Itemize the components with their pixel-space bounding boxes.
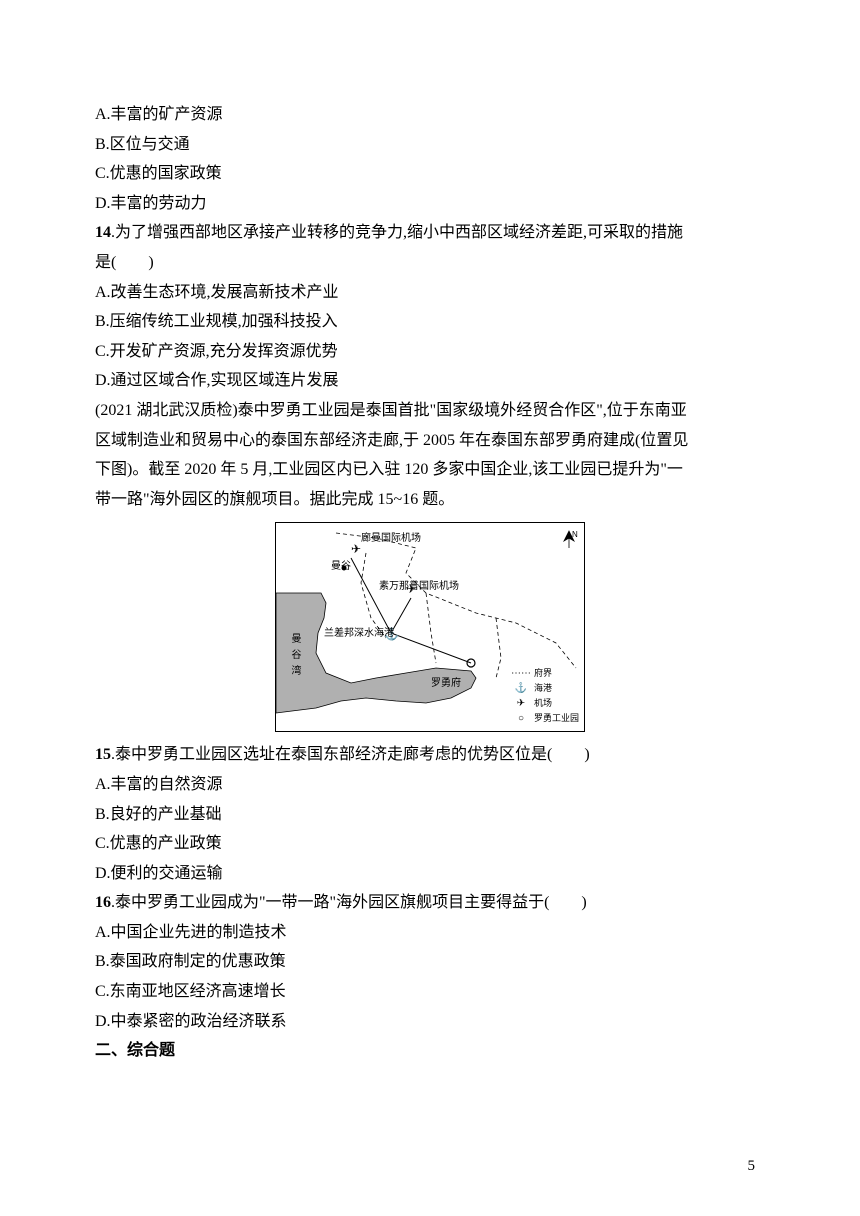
option-16d: D.中泰紧密的政治经济联系: [95, 1007, 765, 1037]
legend-boundary-label: 府界: [534, 667, 552, 681]
q16-stem: 16.泰中罗勇工业园成为"一带一路"海外园区旗舰项目主要得益于( ): [95, 888, 765, 918]
option-13c: C.优惠的国家政策: [95, 159, 765, 189]
map-figure: ✈ ✈ ⚓ N 廊曼国际机场 曼谷 素万那普国际机场 兰差邦深水海港 曼谷湾 罗…: [275, 522, 585, 732]
option-13b: B.区位与交通: [95, 130, 765, 160]
option-15b: B.良好的产业基础: [95, 800, 765, 830]
legend-circle-icon: ○: [511, 711, 531, 726]
q15-stem: 15.泰中罗勇工业园区选址在泰国东部经济走廊考虑的优势区位是( ): [95, 740, 765, 770]
option-14c: C.开发矿产资源,充分发挥资源优势: [95, 337, 765, 367]
option-16a: A.中国企业先进的制造技术: [95, 918, 765, 948]
boundary-line2: [361, 553, 386, 638]
legend-boundary-icon: ⋯⋯: [511, 666, 531, 681]
route1: [351, 558, 391, 633]
map-label-port: 兰差邦深水海港: [324, 628, 394, 640]
legend-airplane-icon: ✈: [511, 696, 531, 711]
option-15c: C.优惠的产业政策: [95, 829, 765, 859]
q15-number: 15: [95, 746, 111, 763]
passage-line4: 带一路"海外园区的旗舰项目。据此完成 15~16 题。: [95, 485, 765, 515]
legend-park-label: 罗勇工业园: [534, 712, 579, 726]
map-label-rayong: 罗勇府: [431, 678, 461, 690]
legend-airport-label: 机场: [534, 697, 552, 711]
option-16c: C.东南亚地区经济高速增长: [95, 977, 765, 1007]
passage-line1: (2021 湖北武汉质检)泰中罗勇工业园是泰国首批"国家级境外经贸合作区",位于…: [95, 396, 765, 426]
map-container: ✈ ✈ ⚓ N 廊曼国际机场 曼谷 素万那普国际机场 兰差邦深水海港 曼谷湾 罗…: [95, 522, 765, 732]
passage-line3: 下图)。截至 2020 年 5 月,工业园区内已入驻 120 多家中国企业,该工…: [95, 455, 765, 485]
q16-text: .泰中罗勇工业园成为"一带一路"海外园区旗舰项目主要得益于( ): [111, 894, 587, 911]
map-legend: ⋯⋯府界 ⚓海港 ✈机场 ○罗勇工业园: [511, 666, 579, 726]
option-13d: D.丰富的劳动力: [95, 189, 765, 219]
legend-airport: ✈机场: [511, 696, 579, 711]
page-number: 5: [748, 1153, 756, 1181]
section-2-heading: 二、综合题: [95, 1036, 765, 1066]
option-15d: D.便利的交通运输: [95, 859, 765, 889]
legend-port: ⚓海港: [511, 681, 579, 696]
boundary-line4: [496, 618, 501, 678]
option-16b: B.泰国政府制定的优惠政策: [95, 947, 765, 977]
map-label-airport2: 素万那普国际机场: [379, 581, 459, 593]
option-15a: A.丰富的自然资源: [95, 770, 765, 800]
compass-n: N: [572, 530, 578, 539]
map-label-gulf: 曼谷湾: [288, 633, 300, 681]
legend-port-label: 海港: [534, 682, 552, 696]
boundary-line1: [336, 533, 576, 668]
q14-text1: .为了增强西部地区承接产业转移的竞争力,缩小中西部区域经济差距,可采取的措施: [111, 224, 683, 241]
option-14b: B.压缩传统工业规模,加强科技投入: [95, 307, 765, 337]
passage-line2: 区域制造业和贸易中心的泰国东部经济走廊,于 2005 年在泰国东部罗勇府建成(位…: [95, 426, 765, 456]
q14-stem-line1: 14.为了增强西部地区承接产业转移的竞争力,缩小中西部区域经济差距,可采取的措施: [95, 218, 765, 248]
legend-park: ○罗勇工业园: [511, 711, 579, 726]
document-content: A.丰富的矿产资源 B.区位与交通 C.优惠的国家政策 D.丰富的劳动力 14.…: [95, 100, 765, 1066]
airplane-icon1: ✈: [351, 542, 361, 556]
boundary-line3: [426, 593, 436, 663]
option-13a: A.丰富的矿产资源: [95, 100, 765, 130]
q14-stem-line2: 是( ): [95, 248, 765, 278]
sea-shape: [276, 593, 476, 713]
q14-number: 14: [95, 224, 111, 241]
legend-anchor-icon: ⚓: [511, 681, 531, 696]
q16-number: 16: [95, 894, 111, 911]
route3: [391, 633, 471, 663]
legend-boundary: ⋯⋯府界: [511, 666, 579, 681]
option-14d: D.通过区域合作,实现区域连片发展: [95, 366, 765, 396]
map-label-airport1: 廊曼国际机场: [361, 533, 421, 545]
q15-text: .泰中罗勇工业园区选址在泰国东部经济走廊考虑的优势区位是( ): [111, 746, 590, 763]
map-label-bangkok: 曼谷: [331, 561, 351, 573]
option-14a: A.改善生态环境,发展高新技术产业: [95, 278, 765, 308]
